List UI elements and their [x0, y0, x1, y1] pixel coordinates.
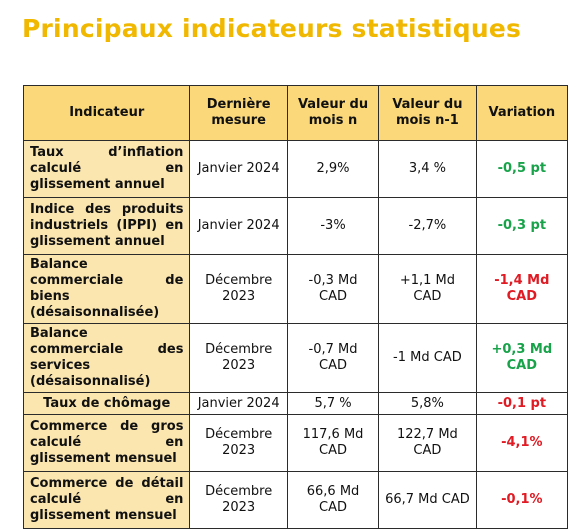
value-n1-cell: 66,7 Md CAD [378, 471, 477, 529]
date-cell: Janvier 2024 [189, 392, 288, 415]
table-header-row: Indicateur Dernière mesure Valeur du moi… [22, 85, 569, 141]
indicator-cell: Balance commerciale des services (désais… [22, 323, 191, 393]
value-n1-cell: -1 Md CAD [378, 323, 477, 393]
indicator-cell: Balance commerciale de biens (désaisonna… [22, 254, 191, 324]
table-row: Balance commerciale des services (désais… [22, 323, 569, 393]
variation-cell: -0,1% [475, 471, 569, 529]
variation-cell: -0,1 pt [475, 392, 569, 415]
header-derniere-mesure: Dernière mesure [189, 85, 288, 141]
value-n-cell: -0,7 Md CAD [286, 323, 380, 393]
variation-cell: -1,4 Md CAD [475, 254, 569, 324]
header-variation: Variation [475, 85, 569, 141]
table-row: Commerce de gros calculé en glissement m… [22, 414, 569, 472]
header-valeur-mois-n-1: Valeur du mois n-1 [378, 85, 477, 141]
variation-cell: -0,5 pt [475, 140, 569, 198]
value-n1-cell: -2,7% [378, 197, 477, 255]
value-n-cell: 2,9% [286, 140, 380, 198]
date-cell: Décembre 2023 [189, 323, 288, 393]
date-cell: Janvier 2024 [189, 197, 288, 255]
value-n-cell: 5,7 % [286, 392, 380, 415]
variation-cell: +0,3 Md CAD [475, 323, 569, 393]
date-cell: Décembre 2023 [189, 414, 288, 472]
date-cell: Janvier 2024 [189, 140, 288, 198]
value-n1-cell: 5,8% [378, 392, 477, 415]
indicator-cell: Taux de chômage [22, 392, 191, 415]
date-cell: Décembre 2023 [189, 254, 288, 324]
table-row: Taux de chômage Janvier 2024 5,7 % 5,8% … [22, 392, 569, 415]
indicator-cell: Commerce de gros calculé en glissement m… [22, 414, 191, 472]
table-row: Commerce de détail calculé en glissement… [22, 471, 569, 529]
indicators-table: Indicateur Dernière mesure Valeur du moi… [22, 85, 569, 529]
value-n-cell: 117,6 Md CAD [286, 414, 380, 472]
indicator-cell: Taux d’inflation calculé en glissement a… [22, 140, 191, 198]
value-n1-cell: +1,1 Md CAD [378, 254, 477, 324]
value-n-cell: 66,6 Md CAD [286, 471, 380, 529]
table-row: Taux d’inflation calculé en glissement a… [22, 140, 569, 198]
header-valeur-mois-n: Valeur du mois n [286, 85, 380, 141]
value-n1-cell: 122,7 Md CAD [378, 414, 477, 472]
indicator-cell: Indice des produits industriels (IPPI) e… [22, 197, 191, 255]
date-cell: Décembre 2023 [189, 471, 288, 529]
indicator-cell: Commerce de détail calculé en glissement… [22, 471, 191, 529]
value-n-cell: -0,3 Md CAD [286, 254, 380, 324]
variation-cell: -0,3 pt [475, 197, 569, 255]
table-row: Balance commerciale de biens (désaisonna… [22, 254, 569, 324]
table-row: Indice des produits industriels (IPPI) e… [22, 197, 569, 255]
value-n-cell: -3% [286, 197, 380, 255]
variation-cell: -4,1% [475, 414, 569, 472]
value-n1-cell: 3,4 % [378, 140, 477, 198]
page-title: Principaux indicateurs statistiques [22, 14, 522, 43]
header-indicateur: Indicateur [22, 85, 191, 141]
